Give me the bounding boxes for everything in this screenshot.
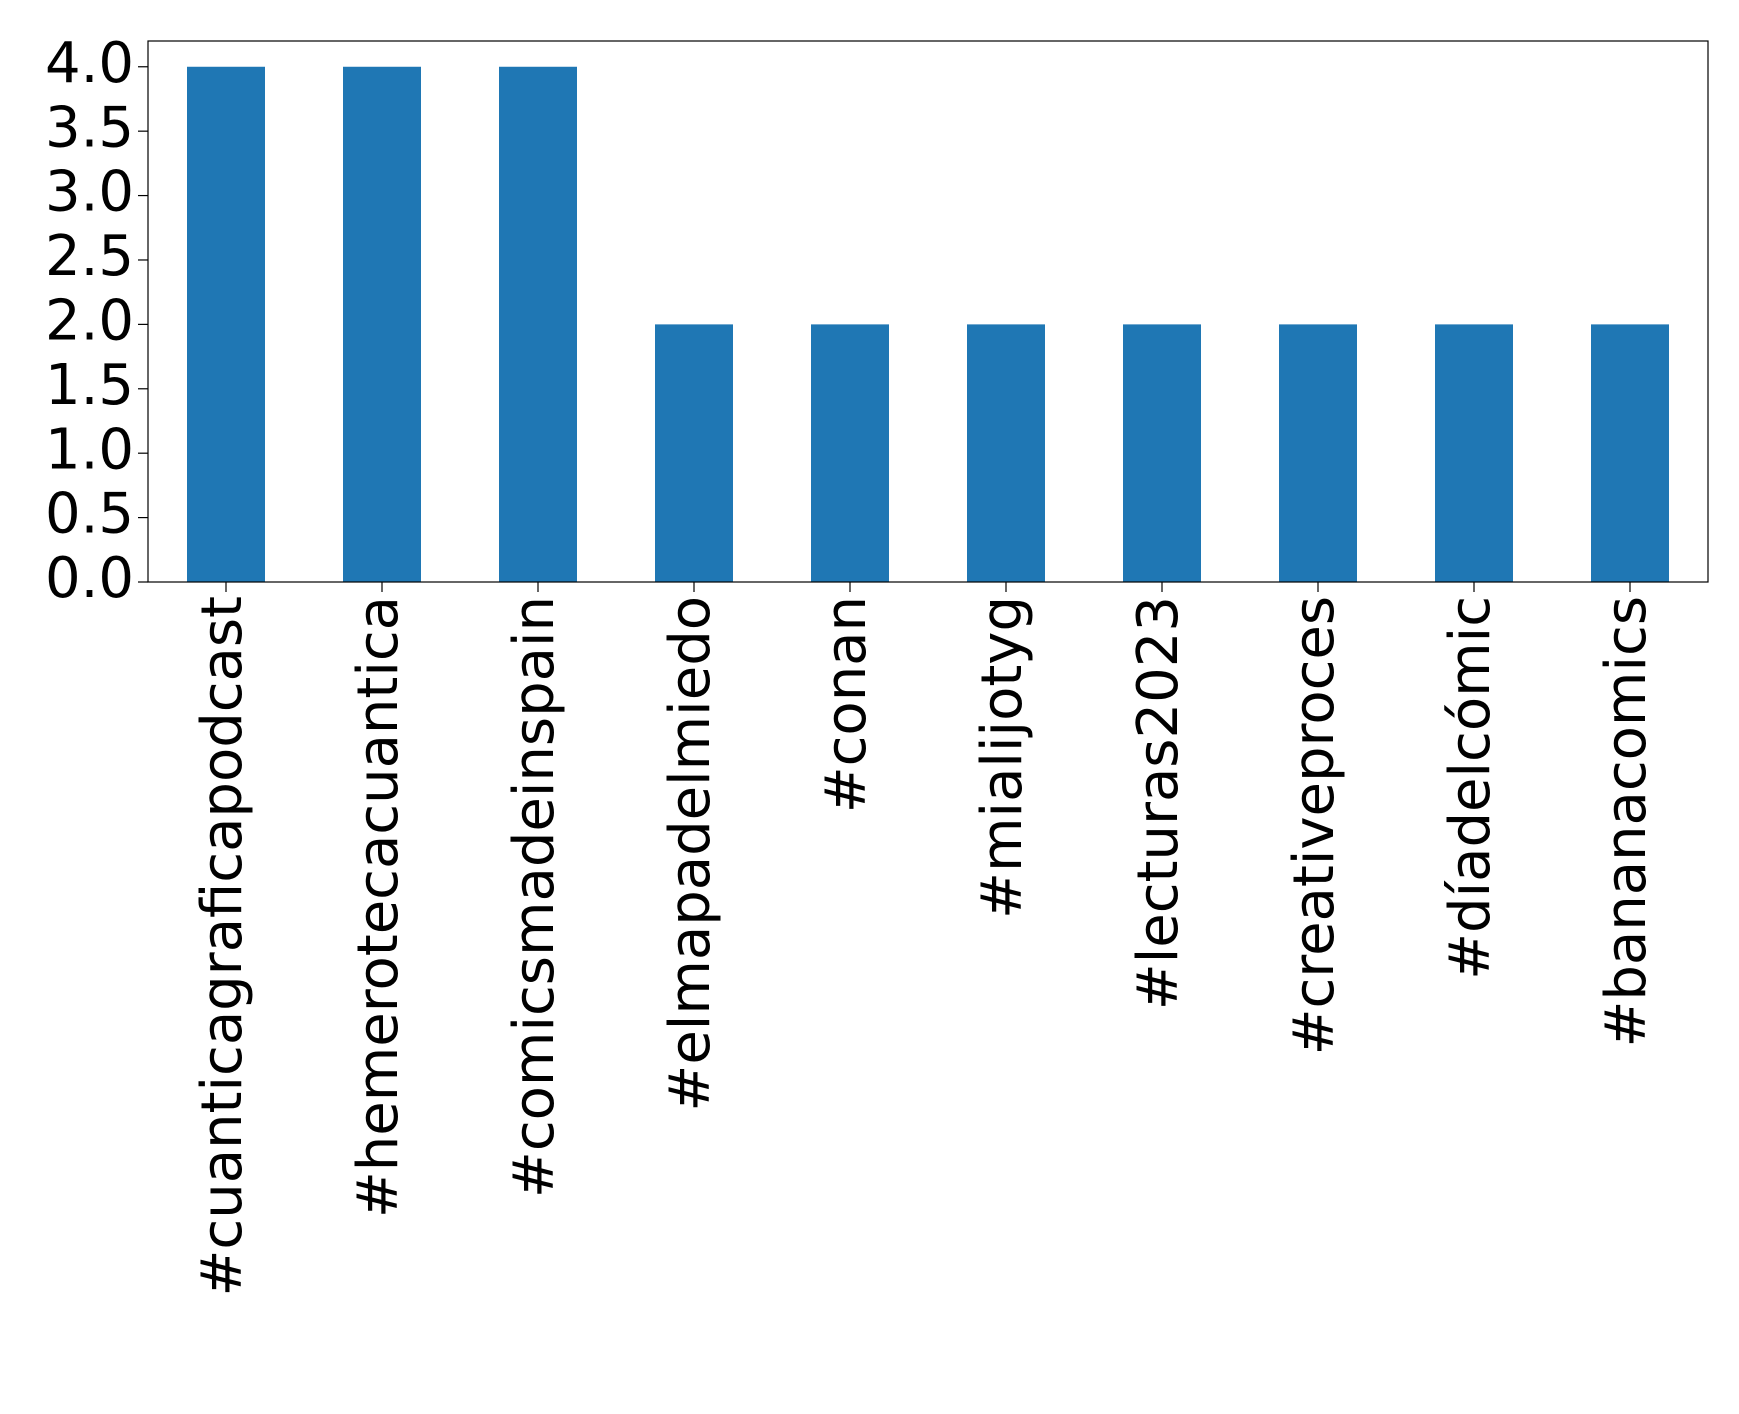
bar: [811, 324, 889, 582]
x-tick-label: #comicsmadeinspain: [502, 596, 567, 1198]
y-tick-label: 2.5: [45, 224, 134, 289]
y-tick-label: 0.0: [45, 546, 134, 611]
bar: [1279, 324, 1357, 582]
x-tick-label: #elmapadelmiedo: [658, 596, 723, 1112]
bar: [343, 66, 421, 582]
y-tick-label: 3.0: [45, 160, 134, 225]
y-tick-label: 1.5: [45, 353, 134, 418]
y-tick-label: 1.0: [45, 417, 134, 482]
bar: [1591, 324, 1669, 582]
x-tick-label: #díadelcómic: [1438, 596, 1503, 980]
y-tick-label: 3.5: [45, 95, 134, 160]
y-tick-label: 0.5: [45, 482, 134, 547]
bar: [187, 66, 265, 582]
x-tick-label: #creativeproces: [1282, 596, 1347, 1055]
x-tick-label: #cuanticagraficapodcast: [190, 596, 255, 1297]
bar: [1123, 324, 1201, 582]
bar: [655, 324, 733, 582]
y-tick-label: 4.0: [45, 31, 134, 96]
x-tick-label: #conan: [814, 596, 879, 813]
plot-frame: [147, 40, 1709, 583]
x-tick-label: #hemerotecacuantica: [346, 596, 411, 1218]
x-tick-label: #bananacomics: [1594, 596, 1659, 1048]
bar: [967, 324, 1045, 582]
y-tick-label: 2.0: [45, 289, 134, 354]
bar: [1435, 324, 1513, 582]
x-tick-label: #lecturas2023: [1126, 596, 1191, 1010]
bar: [499, 66, 577, 582]
x-tick-label: #mialijotyg: [970, 596, 1035, 919]
